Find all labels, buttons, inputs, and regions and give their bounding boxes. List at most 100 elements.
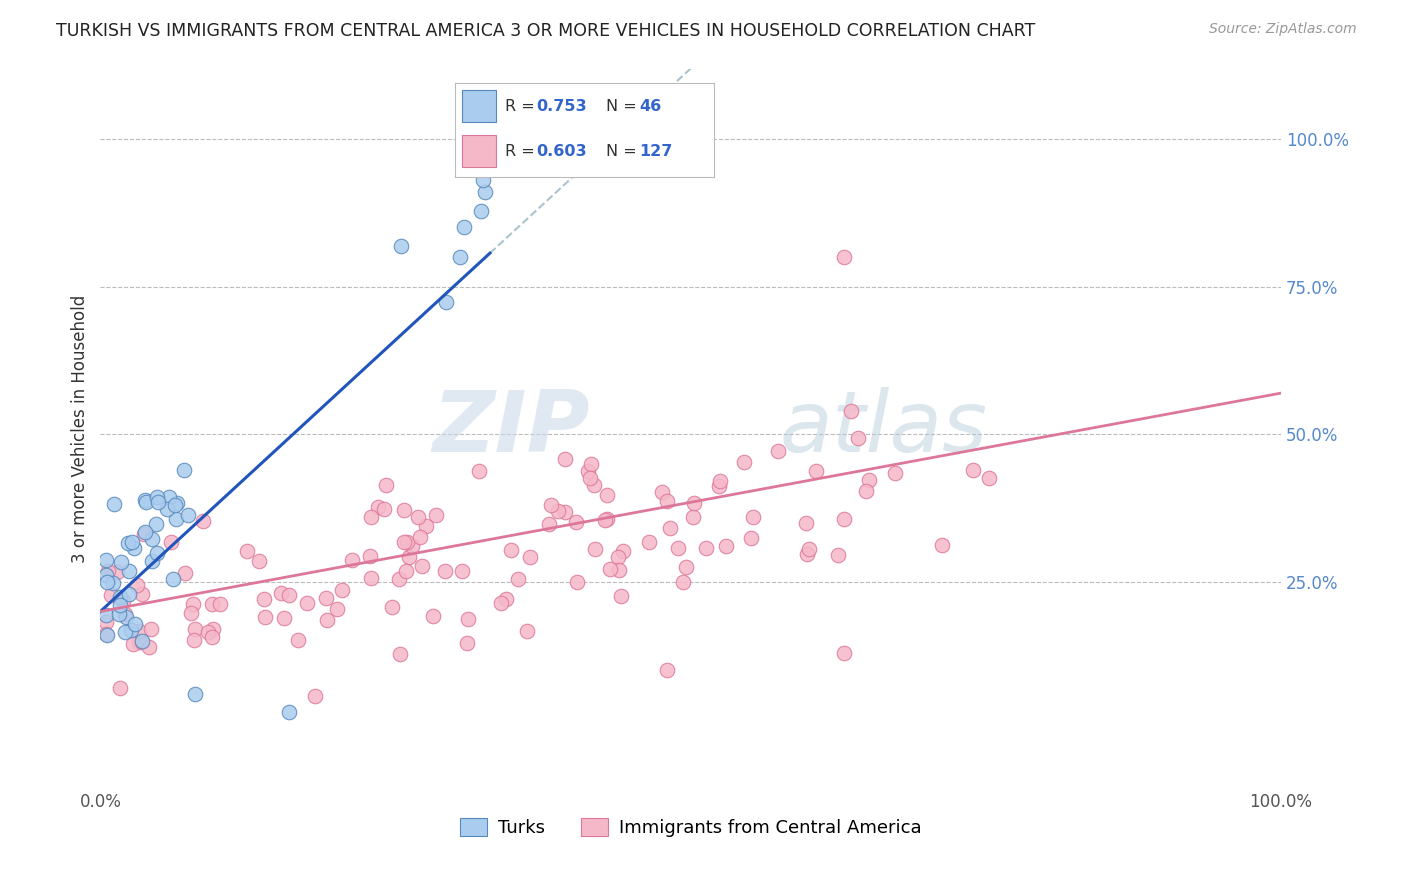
Point (201, 597, 224, 611)
Point (107, 565, 129, 579)
Point (157, 490, 180, 504)
Point (270, 586, 292, 600)
Point (406, 510, 429, 524)
Point (839, 404, 862, 418)
Point (657, 494, 679, 508)
Point (96, 626, 118, 640)
Point (489, 595, 512, 609)
Point (411, 559, 433, 574)
Point (141, 554, 163, 568)
Point (388, 572, 411, 586)
Point (583, 477, 606, 491)
Point (381, 600, 404, 615)
Point (456, 636, 478, 650)
Point (156, 502, 179, 516)
Point (236, 544, 259, 558)
Point (579, 471, 602, 485)
Point (253, 592, 276, 607)
Point (547, 503, 569, 517)
Point (134, 493, 156, 508)
Point (174, 566, 197, 580)
Point (128, 624, 150, 639)
Point (114, 610, 136, 624)
Point (201, 630, 224, 644)
Point (96, 575, 118, 590)
Point (474, 185, 496, 199)
Point (796, 547, 818, 561)
Point (468, 464, 491, 478)
Point (855, 484, 877, 499)
Point (177, 508, 200, 523)
Point (330, 582, 353, 597)
Point (166, 496, 188, 510)
Point (398, 549, 420, 564)
Point (101, 576, 124, 591)
Point (832, 512, 855, 526)
Point (145, 516, 167, 531)
Point (340, 553, 363, 567)
Point (184, 687, 207, 701)
Point (506, 572, 529, 586)
Point (121, 534, 143, 549)
Point (794, 516, 817, 530)
Point (360, 509, 382, 524)
Point (709, 479, 731, 493)
Point (96, 628, 118, 642)
Point (295, 596, 318, 610)
Point (846, 431, 869, 445)
Text: Source: ZipAtlas.com: Source: ZipAtlas.com (1209, 22, 1357, 37)
Point (135, 495, 157, 509)
Point (173, 463, 195, 477)
Point (683, 496, 706, 510)
Point (599, 562, 621, 576)
Point (537, 152, 560, 166)
Point (110, 555, 132, 569)
Point (94, 567, 117, 582)
Point (180, 606, 202, 620)
Point (395, 534, 418, 549)
Point (146, 546, 169, 560)
Point (121, 637, 143, 651)
Point (389, 238, 412, 252)
Point (166, 512, 188, 526)
Legend: Turks, Immigrants from Central America: Turks, Immigrants from Central America (453, 811, 928, 845)
Point (714, 539, 737, 553)
Point (326, 602, 349, 616)
Point (519, 549, 541, 564)
Point (254, 610, 277, 624)
Point (395, 565, 418, 579)
Point (278, 588, 301, 602)
Point (884, 466, 907, 480)
Point (110, 681, 132, 696)
Point (666, 541, 689, 555)
Text: atlas: atlas (779, 387, 987, 470)
Point (695, 541, 717, 555)
Point (141, 532, 163, 546)
Point (858, 473, 880, 487)
Point (581, 458, 603, 472)
Point (94, 608, 117, 623)
Point (453, 219, 475, 234)
Text: ZIP: ZIP (433, 387, 591, 470)
Point (114, 607, 136, 621)
Point (184, 623, 207, 637)
Point (415, 519, 437, 533)
Point (576, 464, 599, 478)
Point (806, 464, 828, 478)
Point (159, 534, 181, 549)
Point (740, 531, 762, 545)
Point (131, 634, 153, 648)
Point (124, 617, 146, 632)
Point (675, 560, 697, 574)
Point (125, 578, 148, 592)
Point (425, 508, 447, 523)
Point (197, 625, 219, 640)
Point (682, 510, 704, 524)
Point (583, 542, 606, 557)
Point (273, 611, 295, 625)
Point (596, 488, 619, 502)
Point (146, 491, 169, 505)
Point (554, 451, 576, 466)
Point (554, 505, 576, 519)
Point (501, 543, 523, 558)
